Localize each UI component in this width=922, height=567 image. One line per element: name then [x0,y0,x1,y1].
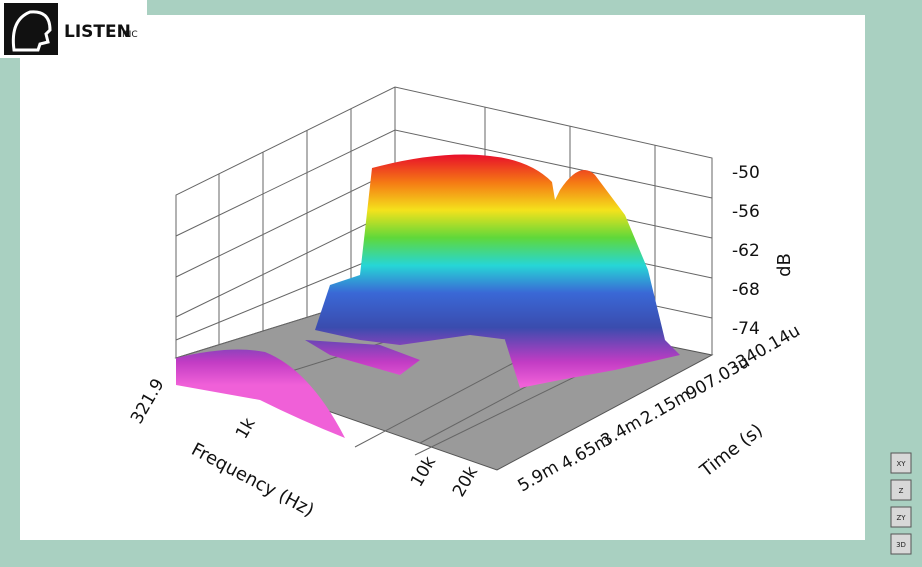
z-tick-label: -68 [732,280,760,300]
logo-suffix: INC [122,30,138,40]
view-button-label: 3D [896,541,906,549]
z-tick-label: -74 [732,319,760,339]
toolbar: XY Z ZY 3D [890,452,912,555]
z-tick-label: -56 [732,202,760,222]
logo: LISTEN INC [0,0,147,58]
view-button[interactable] [890,533,912,555]
view-button[interactable] [890,506,912,528]
logo-name: LISTEN [64,22,131,42]
view-button[interactable] [890,479,912,501]
z-tick-label: -50 [732,163,760,183]
view-button-label: Z [899,487,904,495]
view-button-label: ZY [896,514,906,522]
view-button-label: XY [896,460,906,468]
z-tick-label: -62 [732,241,760,261]
z-axis-label: dB [774,253,795,277]
view-button[interactable] [890,452,912,474]
waterfall-surface [176,154,680,438]
